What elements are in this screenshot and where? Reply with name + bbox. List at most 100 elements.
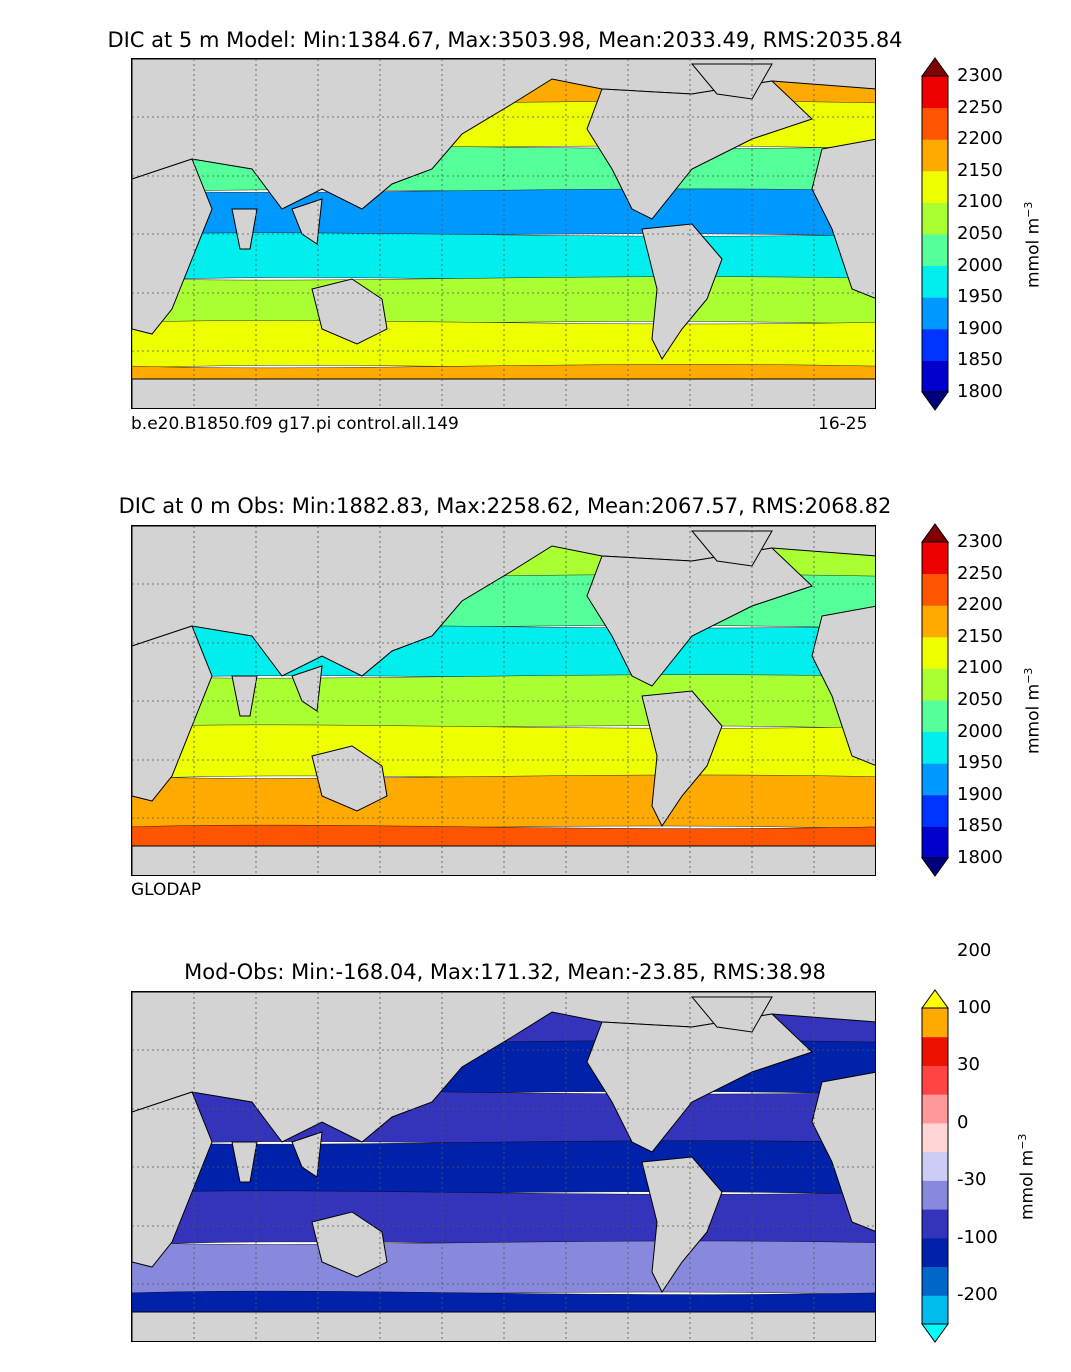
panel-2-title: DIC at 0 m Obs: Min:1882.83, Max:2258.62… [118,494,892,518]
obs-map-svg [132,526,875,875]
land-shape [132,1091,213,1268]
colorbar-tick-label: -200 [957,1284,998,1306]
colorbar-tick-label: 1800 [957,847,1003,868]
panel-3-colorbar [921,989,949,1343]
panel-2-units-label: mmol m−3 [1022,667,1044,754]
colorbar-tick-label: 100 [957,997,992,1018]
land-shape [311,278,388,345]
colorbar-segment [922,170,948,203]
colorbar-extend-min [921,391,949,411]
colorbar-extend-min [921,857,949,877]
colorbar-tick-label: 1950 [957,286,1003,308]
land-shape [231,1141,258,1183]
colorbar-tick-label: 2150 [957,159,1003,181]
panel-3-title: Mod-Obs: Min:-168.04, Max:171.32, Mean:-… [184,960,826,984]
colorbar-extend-max [921,989,949,1009]
land-shape [311,1211,388,1278]
colorbar-tick-label: 2000 [957,254,1003,276]
land-shape [811,1071,875,1232]
colorbar-segment [922,763,948,796]
colorbar-segment [922,826,948,859]
colorbar-segment [922,76,948,109]
land-shape [291,198,323,245]
panel-1-title: DIC at 5 m Model: Min:1384.67, Max:3503.… [107,28,903,52]
map-gridlines [132,992,875,1341]
colorbar-tick-label: 2300 [957,531,1003,552]
land-shape [132,158,213,335]
colorbar-segment [922,731,948,764]
colorbar-tick-label: 2250 [957,562,1003,584]
land-shape [291,665,323,712]
colorbar-tick-label: 2250 [957,96,1003,118]
panel-1-colorbar [921,57,949,411]
colorbar-tick-label: 0 [957,1111,969,1133]
model-map-svg [132,59,875,408]
colorbar-tick-label: 1950 [957,752,1003,774]
colorbar-tick-label: 1850 [957,349,1003,371]
colorbar-segment [922,1036,948,1066]
land-shape [132,526,875,677]
colorbar-segment [922,360,948,393]
colorbar-tick-label: -100 [957,1226,998,1248]
panel-1-case-label: b.e20.B1850.f09 g17.pi control.all.149 [131,414,459,434]
map-gridlines [132,59,875,408]
colorbar-extend-max [921,57,949,77]
panel-3-units-label: mmol m−3 [1016,1133,1038,1220]
colorbar-segment [922,636,948,669]
map-gridlines [132,526,875,875]
colorbar-segment [922,1180,948,1210]
land-shape [231,208,258,250]
land-shape [311,745,388,812]
land-shape [132,59,875,210]
land-shape [132,625,213,802]
land-shape [231,675,258,717]
colorbar-tick-label: 2050 [957,223,1003,244]
colorbar-tick-label: 2050 [957,689,1003,710]
land-shape [132,992,875,1143]
colorbar-segment [922,1008,948,1038]
land-shape [811,605,875,766]
colorbar-tick-label: 1850 [957,815,1003,837]
diff-dic-map [131,991,876,1342]
land-shape [641,690,723,827]
panel-1-units-label: mmol m−3 [1022,201,1044,288]
colorbar-tick-label: -30 [957,1169,987,1191]
colorbar-extend-min [921,1323,949,1343]
colorbar-tick-label: 200 [957,939,992,961]
colorbar-tick-label: 30 [957,1054,980,1076]
panel-2-colorbar [921,523,949,877]
land-shape [811,138,875,299]
colorbar-tick-label: 1900 [957,783,1003,805]
colorbar-tick-label: 2300 [957,65,1003,86]
panel-2-source-label: GLODAP [131,880,202,900]
land-masses [132,992,875,1341]
obs-dic-map [131,525,876,876]
land-shape [291,1131,323,1178]
land-masses [132,59,875,408]
colorbar-segment [922,234,948,267]
colorbar-segment [922,1094,948,1124]
land-shape [641,1156,723,1293]
colorbar-segment [922,668,948,701]
colorbar-segment [922,1295,948,1325]
colorbar-segment [922,1237,948,1268]
colorbar-segment [922,107,948,140]
colorbar-segment [922,1266,948,1296]
colorbar-segment [922,1151,948,1181]
colorbar-tick-label: 2100 [957,191,1003,213]
colorbar-tick-label: 1900 [957,317,1003,339]
colorbar-tick-label: 1800 [957,381,1003,402]
colorbar-segment [922,139,948,172]
colorbar-extend-max [921,523,949,543]
land-shape [641,223,723,360]
colorbar-segment [922,794,948,827]
diff-map-svg [132,992,875,1341]
colorbar-segment [922,265,948,298]
colorbar-segment [922,605,948,638]
colorbar-segment [922,1122,948,1153]
colorbar-segment [922,573,948,606]
colorbar-segment [922,1065,948,1095]
colorbar-segment [922,328,948,361]
colorbar-segment [922,202,948,235]
colorbar-tick-label: 2000 [957,720,1003,742]
